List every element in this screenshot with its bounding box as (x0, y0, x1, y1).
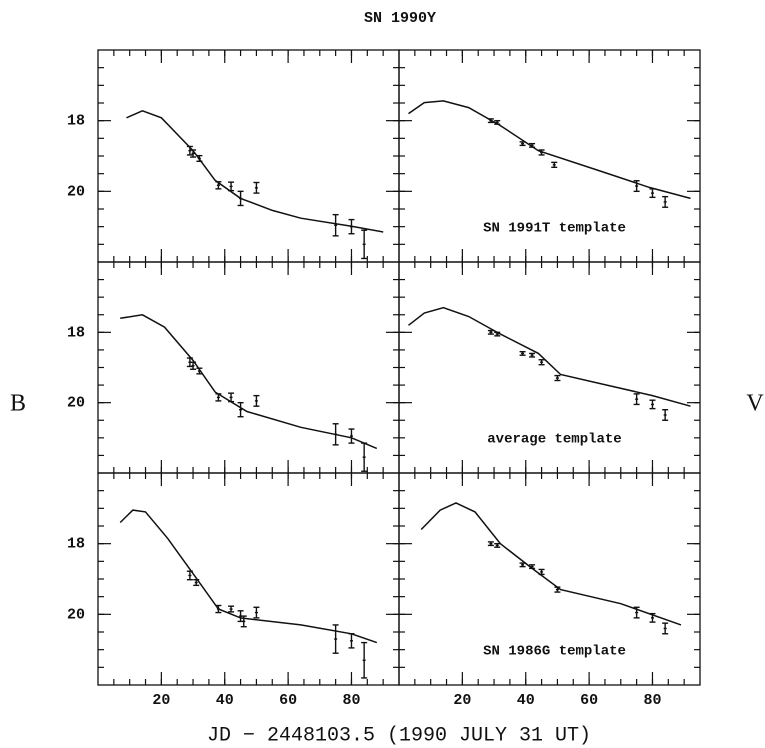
error-bar (237, 610, 244, 623)
error-bar (332, 213, 339, 237)
error-bar (519, 562, 526, 568)
template-curve (119, 509, 378, 644)
x-tick-label: 40 (216, 692, 234, 709)
error-bar (554, 374, 561, 382)
x-tick-label: 80 (643, 692, 661, 709)
template-curve (408, 100, 691, 200)
error-bar (487, 329, 494, 335)
x-tick-label: 80 (342, 692, 360, 709)
error-bar (228, 181, 235, 192)
error-bar (253, 394, 260, 407)
error-bar (237, 190, 244, 207)
error-bar (186, 145, 193, 156)
y-tick-label: 18 (67, 113, 85, 130)
panel-frame (97, 472, 400, 686)
x-tick-label: 20 (453, 692, 471, 709)
x-tick-label: 60 (279, 692, 297, 709)
error-bar (662, 195, 669, 208)
error-bar (649, 612, 656, 623)
annotation: SN 1986G template (483, 644, 626, 660)
left-axis-label: B (10, 391, 26, 417)
error-bar (332, 624, 339, 654)
panel-frame (97, 49, 400, 263)
error-bar (228, 392, 235, 403)
error-bar (215, 181, 222, 190)
error-bar (554, 586, 561, 593)
error-bar (348, 633, 355, 649)
error-bar (186, 570, 193, 581)
error-bar (237, 401, 244, 418)
error-bar (633, 606, 640, 619)
error-bar (519, 141, 526, 147)
y-tick-label: 20 (67, 606, 85, 623)
error-bar (529, 142, 536, 148)
y-tick-label: 20 (67, 183, 85, 200)
error-bar (649, 399, 656, 410)
x-tick-label: 60 (580, 692, 598, 709)
error-bar (519, 350, 526, 356)
error-bar (240, 615, 247, 628)
error-bar (361, 442, 368, 472)
x-tick-label: 40 (517, 692, 535, 709)
template-curve (420, 502, 682, 626)
error-bar (190, 149, 197, 158)
error-bar (538, 149, 545, 156)
error-bar (529, 352, 536, 358)
error-bar (487, 541, 494, 547)
error-bar (215, 393, 222, 402)
error-bar (228, 605, 235, 613)
error-bar (215, 604, 222, 614)
error-bar (649, 188, 656, 199)
error-bar (494, 331, 501, 337)
error-bar (487, 118, 494, 124)
error-bar (253, 181, 260, 194)
y-tick-label: 20 (67, 395, 85, 412)
error-bar (529, 564, 536, 570)
error-bar (332, 423, 339, 446)
error-bar (551, 161, 558, 169)
x-axis-label: JD − 2448103.5 (1990 JULY 31 UT) (207, 724, 591, 747)
template-curve (120, 314, 378, 450)
figure-title: SN 1990Y (364, 10, 436, 27)
error-bar (662, 622, 669, 635)
error-bar (662, 409, 669, 421)
y-tick-label: 18 (67, 536, 85, 553)
template-curve (126, 109, 384, 233)
error-bar (633, 393, 640, 406)
template-curve (408, 306, 691, 407)
y-tick-label: 18 (67, 324, 85, 341)
right-axis-label: V (746, 391, 764, 417)
error-bar (196, 154, 203, 163)
error-bar (361, 641, 368, 679)
error-bar (633, 180, 640, 193)
error-bar (190, 361, 197, 370)
error-bar (494, 542, 501, 548)
error-bar (538, 359, 545, 366)
error-bar (361, 229, 368, 260)
error-bar (196, 367, 203, 375)
error-bar (193, 579, 200, 587)
error-bar (494, 119, 501, 125)
error-bar (253, 606, 260, 619)
error-bar (348, 218, 355, 235)
error-bar (538, 568, 545, 576)
annotation: average template (487, 432, 621, 448)
x-tick-label: 20 (152, 692, 170, 709)
panel-frame (97, 261, 400, 474)
error-bar (348, 428, 355, 444)
annotation: SN 1991T template (483, 221, 626, 237)
